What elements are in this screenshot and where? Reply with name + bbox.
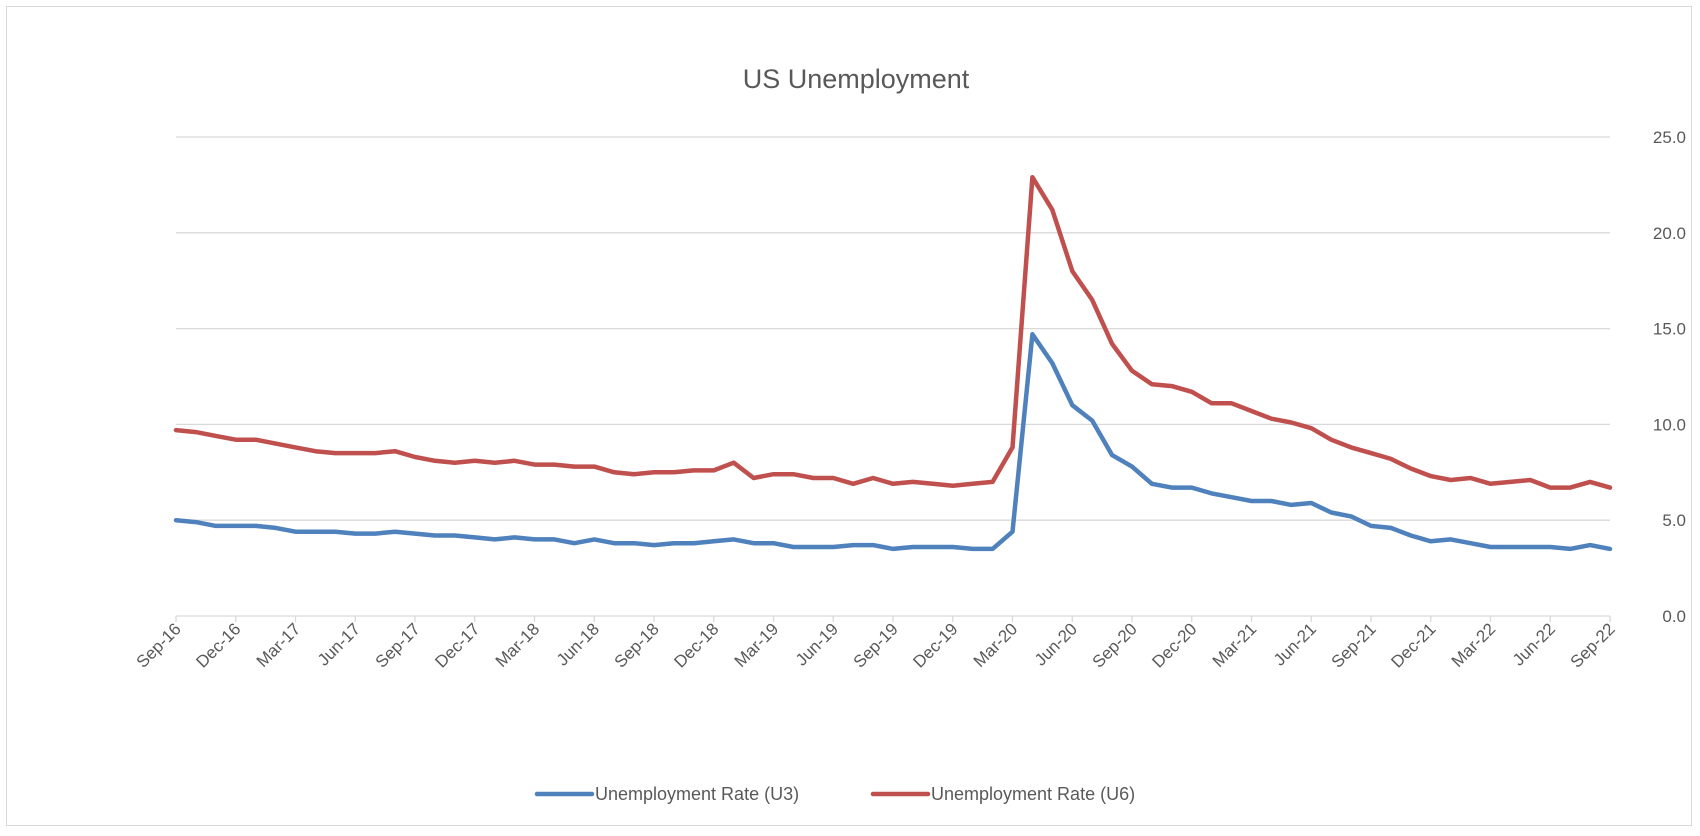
x-tick-label: Dec-16 <box>192 619 244 671</box>
series-line-u6 <box>173 174 1613 490</box>
y-tick-label: 20.0 <box>1653 224 1686 243</box>
x-tick-label: Jun-20 <box>1031 619 1081 669</box>
x-tick-label: Mar-21 <box>1209 619 1261 671</box>
chart-title: US Unemployment <box>743 64 970 94</box>
gridlines <box>176 136 1610 521</box>
y-tick-label: 15.0 <box>1653 320 1686 339</box>
x-tick-label: Dec-18 <box>670 619 722 671</box>
x-tick-label: Jun-19 <box>792 619 842 669</box>
y-tick-label: 25.0 <box>1653 128 1686 147</box>
x-tick-label: Jun-17 <box>314 619 364 669</box>
x-tick-label: Sep-20 <box>1089 619 1141 671</box>
legend: Unemployment Rate (U3) Unemployment Rate … <box>534 784 1135 804</box>
chart-frame <box>6 6 1692 826</box>
x-tick-label: Sep-16 <box>133 619 185 671</box>
legend-item: Unemployment Rate (U6) <box>870 784 1135 804</box>
legend-label: Unemployment Rate (U6) <box>931 784 1135 804</box>
x-tick-label: Dec-21 <box>1387 619 1439 671</box>
x-tick-label: Sep-21 <box>1328 619 1380 671</box>
x-tick-label: Dec-20 <box>1148 619 1200 671</box>
x-tick-label: Sep-19 <box>850 619 902 671</box>
y-tick-label: 5.0 <box>1662 511 1686 530</box>
x-tick-label: Jun-18 <box>553 619 603 669</box>
x-tick-label: Dec-17 <box>431 619 483 671</box>
x-tick-label: Mar-20 <box>970 619 1022 671</box>
x-tick-label: Sep-17 <box>372 619 424 671</box>
y-tick-label: 10.0 <box>1653 415 1686 434</box>
legend-label: Unemployment Rate (U3) <box>595 784 799 804</box>
x-tick-label: Jun-21 <box>1270 619 1320 669</box>
x-tick-label: Mar-19 <box>731 619 783 671</box>
x-tick-label: Mar-17 <box>253 619 305 671</box>
legend-item: Unemployment Rate (U3) <box>534 784 799 804</box>
x-tick-label: Sep-22 <box>1567 619 1619 671</box>
x-tick-label: Sep-18 <box>611 619 663 671</box>
y-tick-label: 0.0 <box>1662 607 1686 626</box>
series-lines <box>173 174 1613 552</box>
y-axis: 0.0 5.0 10.0 15.0 20.0 25.0 <box>1653 128 1686 626</box>
x-tick-label: Mar-18 <box>492 619 544 671</box>
x-tick-label: Mar-22 <box>1448 619 1500 671</box>
x-tick-label: Dec-19 <box>909 619 961 671</box>
x-axis: Sep-16 Dec-16 Mar-17 Jun-17 Sep-17 Dec-17 Mar-… <box>133 615 1619 672</box>
x-tick-label: Jun-22 <box>1509 619 1559 669</box>
series-line-u3 <box>173 332 1613 552</box>
